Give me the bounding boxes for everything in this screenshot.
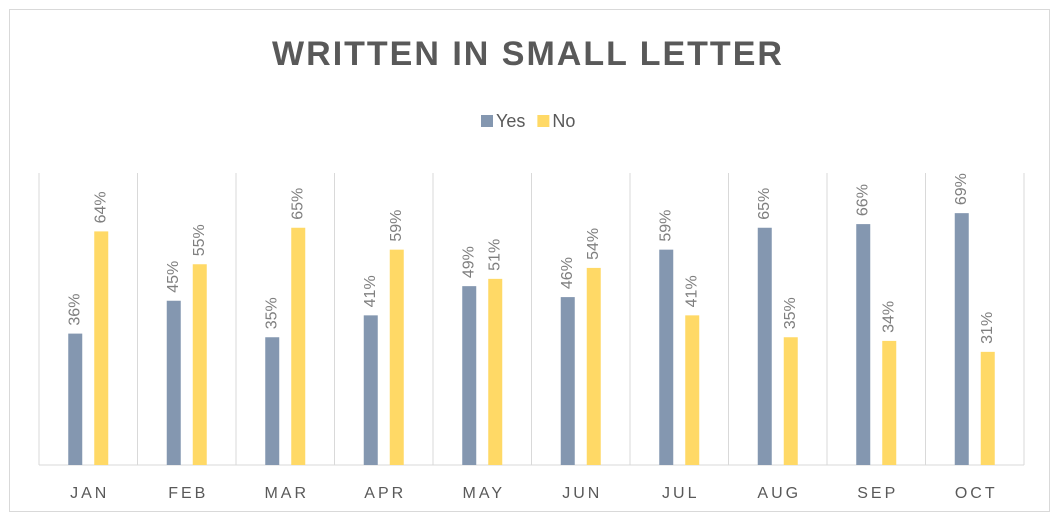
x-tick-label: SEP: [857, 485, 898, 502]
x-tick-label: JAN: [70, 485, 109, 502]
legend-swatch: [481, 115, 493, 127]
data-label: 54%: [585, 228, 602, 260]
bar: [462, 286, 477, 465]
bar: [980, 351, 995, 465]
bar: [192, 264, 207, 465]
data-label: 41%: [683, 275, 700, 307]
bar: [954, 213, 969, 465]
x-tick-label: OCT: [955, 485, 998, 502]
data-label: 36%: [66, 294, 83, 326]
x-tick-label: JUL: [662, 485, 699, 502]
data-label: 66%: [854, 184, 871, 216]
data-label: 55%: [191, 224, 208, 256]
x-tick-label: AUG: [757, 485, 801, 502]
x-tick-label: APR: [364, 485, 406, 502]
bar: [389, 249, 404, 465]
bar: [488, 278, 503, 465]
x-tick-label: MAY: [463, 485, 505, 502]
bar: [659, 249, 674, 465]
data-label: 35%: [263, 297, 280, 329]
bar: [94, 231, 109, 465]
bar: [856, 224, 871, 465]
chart-border: [9, 9, 1050, 512]
bar: [265, 337, 280, 465]
bar: [363, 315, 378, 465]
bar: [291, 227, 306, 465]
x-tick-label: MAR: [264, 485, 309, 502]
data-label: 59%: [657, 210, 674, 242]
bar: [560, 297, 575, 465]
bar: [68, 333, 83, 465]
bar: [783, 337, 798, 465]
chart-title: WRITTEN IN SMALL LETTER: [272, 35, 784, 73]
data-label: 59%: [388, 210, 405, 242]
data-label: 31%: [979, 312, 996, 344]
data-label: 69%: [953, 173, 970, 205]
data-label: 45%: [165, 261, 182, 293]
data-label: 49%: [460, 246, 477, 278]
x-tick-label: JUN: [562, 485, 602, 502]
data-label: 65%: [756, 188, 773, 220]
bar: [586, 267, 601, 465]
legend-label: No: [552, 111, 575, 131]
data-label: 41%: [362, 275, 379, 307]
bar: [882, 340, 897, 465]
bar: [757, 227, 772, 465]
data-label: 34%: [880, 301, 897, 333]
legend-label: Yes: [496, 111, 525, 131]
bar: [166, 300, 181, 465]
x-tick-label: FEB: [168, 485, 208, 502]
data-label: 51%: [486, 239, 503, 271]
bar: [685, 315, 700, 465]
data-label: 35%: [782, 297, 799, 329]
data-label: 46%: [559, 257, 576, 289]
data-label: 65%: [289, 188, 306, 220]
legend-swatch: [537, 115, 550, 127]
data-label: 64%: [92, 191, 109, 223]
